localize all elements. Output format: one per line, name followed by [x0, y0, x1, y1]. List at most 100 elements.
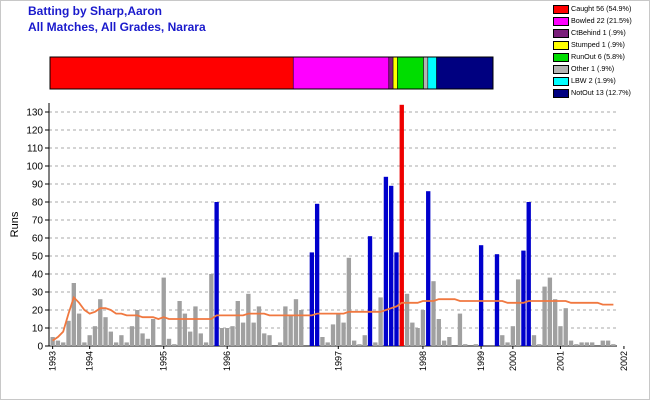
- innings-bar: [124, 342, 129, 346]
- innings-bar: [299, 310, 304, 346]
- legend-swatch: [553, 5, 569, 14]
- innings-bar: [389, 185, 394, 346]
- innings-bar: [341, 322, 346, 346]
- x-tick-label: 1997: [333, 351, 343, 371]
- innings-bar: [590, 342, 595, 346]
- innings-bar: [277, 342, 283, 346]
- innings-bar: [113, 342, 119, 346]
- legend-swatch: [553, 53, 569, 62]
- y-tick-label: 80: [32, 198, 44, 209]
- x-tick-label: 2002: [619, 351, 629, 371]
- innings-bar: [336, 313, 341, 346]
- innings-bar: [129, 326, 135, 346]
- innings-bar: [283, 306, 288, 346]
- innings-bar: [267, 335, 272, 346]
- innings-bar: [50, 337, 55, 346]
- innings-bar: [262, 333, 267, 346]
- innings-bar: [214, 202, 219, 346]
- y-tick-label: 30: [32, 288, 44, 299]
- innings-bar: [119, 335, 124, 346]
- innings-bar: [441, 340, 447, 346]
- y-tick-label: 100: [26, 162, 43, 173]
- innings-bar: [584, 342, 590, 346]
- legend-label: Caught 56 (54.9%): [571, 4, 632, 13]
- y-tick-label: 10: [32, 324, 44, 335]
- innings-bar: [71, 283, 76, 346]
- innings-bar: [87, 335, 92, 346]
- innings-bar: [526, 202, 531, 346]
- y-axis-label: Runs: [9, 211, 21, 237]
- legend-label: CtBehind 1 (.9%): [571, 28, 626, 37]
- y-tick-label: 50: [32, 252, 44, 263]
- dismissal-segment-other: [423, 56, 429, 90]
- chart-title: Batting by Sharp,Aaron: [28, 4, 163, 18]
- x-tick-label: 1995: [159, 351, 169, 371]
- innings-bar: [378, 297, 383, 346]
- innings-bar: [473, 344, 478, 346]
- legend-label: LBW 2 (1.9%): [571, 76, 616, 85]
- innings-bar: [161, 277, 166, 346]
- innings-bar: [436, 319, 441, 346]
- innings-bar: [431, 281, 436, 346]
- innings-bar: [325, 342, 330, 346]
- innings-bar: [177, 301, 182, 346]
- innings-bar: [600, 340, 605, 346]
- innings-bar: [542, 286, 547, 346]
- innings-bar: [547, 277, 553, 346]
- innings-bar: [568, 340, 574, 346]
- innings-bar: [552, 299, 558, 346]
- innings-bar: [410, 322, 415, 346]
- innings-bar: [82, 342, 87, 346]
- x-tick-label: 1993: [48, 351, 58, 371]
- average-line: [52, 295, 614, 342]
- innings-bar: [145, 338, 151, 346]
- x-tick-label: 2000: [508, 351, 518, 371]
- dismissal-bar-frame: [49, 56, 494, 90]
- innings-bar: [346, 257, 352, 346]
- innings-bar: [193, 306, 198, 346]
- legend-label: Other 1 (.9%): [571, 64, 615, 73]
- dismissal-segment-stumped: [392, 56, 398, 90]
- innings-bar: [219, 328, 225, 346]
- innings-bar: [166, 338, 172, 346]
- innings-bar: [314, 203, 320, 346]
- innings-bar: [251, 322, 256, 346]
- innings-bar: [515, 279, 521, 346]
- innings-bar: [246, 293, 251, 346]
- innings-bar: [383, 176, 389, 346]
- innings-bar: [579, 342, 584, 346]
- innings-bar: [521, 250, 526, 346]
- y-tick-label: 20: [32, 306, 44, 317]
- innings-bar: [140, 333, 145, 346]
- innings-bar: [394, 252, 399, 346]
- dismissal-segment-notout: [436, 56, 494, 90]
- y-tick-label: 110: [27, 144, 43, 155]
- y-tick-label: 130: [26, 108, 43, 119]
- innings-bar: [463, 344, 468, 346]
- innings-bar: [135, 310, 140, 346]
- innings-bar: [240, 322, 246, 346]
- y-tick-label: 90: [32, 180, 44, 191]
- dismissal-segment-runout: [397, 56, 424, 90]
- innings-bar: [182, 313, 188, 346]
- innings-bar: [563, 308, 568, 346]
- innings-bar: [399, 104, 404, 346]
- innings-bar: [447, 337, 452, 346]
- innings-bar: [235, 301, 240, 346]
- innings-bar: [66, 320, 71, 346]
- x-tick-label: 2001: [555, 351, 565, 371]
- innings-bar: [61, 342, 66, 346]
- innings-bar: [55, 340, 61, 346]
- dismissal-segment-bowled: [292, 56, 390, 90]
- legend-swatch: [553, 41, 569, 50]
- innings-bar: [172, 344, 177, 346]
- innings-bar: [537, 344, 542, 346]
- y-tick-label: 120: [26, 126, 43, 137]
- innings-bar: [98, 299, 103, 346]
- innings-bar: [457, 313, 463, 346]
- legend-swatch: [553, 77, 569, 86]
- innings-bar: [505, 342, 510, 346]
- innings-bar: [309, 252, 315, 346]
- innings-bar: [426, 191, 431, 346]
